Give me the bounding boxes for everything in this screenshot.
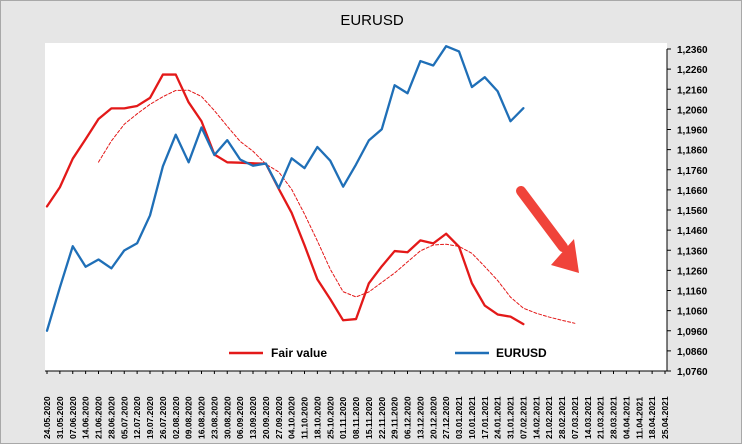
x-tick-label: 12.07.2020 bbox=[132, 396, 142, 439]
x-tick-label: 21.03.2021 bbox=[596, 396, 606, 439]
x-tick-label: 13.09.2020 bbox=[248, 396, 258, 439]
x-tick-label: 06.09.2020 bbox=[235, 396, 245, 439]
x-tick-label: 20.09.2020 bbox=[261, 396, 271, 439]
y-tick-label: 1,1960 bbox=[677, 126, 708, 137]
legend-label-fair-value: Fair value bbox=[271, 346, 327, 360]
x-tick-label: 30.08.2020 bbox=[222, 396, 232, 439]
y-tick-label: 1,0760 bbox=[677, 367, 708, 378]
x-tick-label: 15.11.2020 bbox=[364, 397, 374, 439]
x-tick-label: 11.10.2020 bbox=[300, 397, 310, 439]
x-tick-label: 25.10.2020 bbox=[325, 396, 335, 439]
x-tick-label: 04.10.2020 bbox=[287, 396, 297, 439]
y-tick-label: 1,2260 bbox=[677, 65, 708, 76]
x-tick-label: 03.01.2021 bbox=[454, 396, 464, 439]
x-tick-label: 31.05.2020 bbox=[55, 396, 65, 439]
x-tick-label: 16.08.2020 bbox=[197, 396, 207, 439]
legend: Fair value EURUSD bbox=[229, 346, 547, 360]
x-tick-label: 17.01.2021 bbox=[480, 396, 490, 439]
x-tick-label: 11.04.2021 bbox=[634, 397, 644, 439]
x-tick-label: 14.06.2020 bbox=[81, 396, 91, 439]
x-tick-label: 18.04.2021 bbox=[647, 396, 657, 439]
x-tick-label: 07.06.2020 bbox=[68, 396, 78, 439]
x-tick-label: 20.12.2020 bbox=[428, 396, 438, 439]
x-tick-label: 13.12.2020 bbox=[415, 396, 425, 439]
x-tick-label: 28.06.2020 bbox=[106, 396, 116, 439]
y-tick-label: 1,1760 bbox=[677, 166, 708, 177]
x-tick-label: 23.08.2020 bbox=[209, 396, 219, 439]
chart-title: EURUSD bbox=[340, 12, 404, 29]
x-tick-label: 24.05.2020 bbox=[42, 396, 52, 439]
series-layer bbox=[45, 45, 576, 332]
y-tick-label: 1,1660 bbox=[677, 186, 708, 197]
y-tick-label: 1,1460 bbox=[677, 226, 708, 237]
x-tick-label: 09.08.2020 bbox=[184, 396, 194, 439]
y-tick-label: 1,2060 bbox=[677, 105, 708, 116]
x-tick-label: 28.03.2021 bbox=[609, 396, 619, 439]
y-tick-label: 1,2360 bbox=[677, 45, 708, 56]
x-tick-label: 07.03.2021 bbox=[570, 396, 580, 439]
y-tick-label: 1,0860 bbox=[677, 347, 708, 358]
x-tick-label: 28.02.2021 bbox=[557, 396, 567, 439]
x-tick-label: 19.07.2020 bbox=[145, 396, 155, 439]
y-tick-label: 1,2160 bbox=[677, 85, 708, 96]
x-tick-label: 07.02.2021 bbox=[518, 396, 528, 439]
y-tick-label: 1,1560 bbox=[677, 206, 708, 217]
x-tick-label: 02.08.2020 bbox=[171, 396, 181, 439]
y-tick-label: 1,1260 bbox=[677, 266, 708, 277]
plot-area bbox=[45, 43, 667, 371]
x-tick-label: 31.01.2021 bbox=[506, 396, 516, 439]
series-line-fair-value-trend bbox=[98, 89, 576, 324]
x-tick-label: 27.12.2020 bbox=[441, 396, 451, 439]
x-tick-label: 04.04.2021 bbox=[621, 396, 631, 439]
x-tick-label: 29.11.2020 bbox=[390, 397, 400, 439]
y-tick-label: 1,0960 bbox=[677, 327, 708, 338]
x-tick-label: 06.12.2020 bbox=[403, 396, 413, 439]
down-arrow-icon bbox=[516, 186, 579, 273]
x-tick-label: 05.07.2020 bbox=[119, 396, 129, 439]
x-tick-label: 24.01.2021 bbox=[493, 396, 503, 439]
x-tick-label: 10.01.2021 bbox=[467, 396, 477, 439]
series-line-fair-value bbox=[45, 73, 525, 326]
x-tick-label: 21.02.2021 bbox=[544, 396, 554, 439]
y-tick-label: 1,1860 bbox=[677, 146, 708, 157]
x-axis: 24.05.2020 31.05.2020 07.06.2020 14.06.2020… bbox=[42, 370, 670, 439]
y-tick-label: 1,1060 bbox=[677, 307, 708, 318]
y-axis: 1,2360 1,2260 1,2160 1,2060 1,1960 1,1860 1,17… bbox=[666, 45, 708, 378]
y-tick-label: 1,1160 bbox=[677, 287, 707, 298]
x-tick-label: 08.11.2020 bbox=[351, 397, 361, 439]
x-tick-label: 18.10.2020 bbox=[312, 396, 322, 439]
x-tick-label: 22.11.2020 bbox=[377, 397, 387, 439]
x-tick-label: 26.07.2020 bbox=[158, 396, 168, 439]
x-tick-label: 14.02.2021 bbox=[531, 396, 541, 439]
y-tick-label: 1,1360 bbox=[677, 246, 708, 257]
series-line-eurusd bbox=[45, 45, 525, 332]
legend-label-eurusd: EURUSD bbox=[496, 346, 547, 360]
x-tick-label: 21.06.2020 bbox=[94, 396, 104, 439]
x-tick-label: 01.11.2020 bbox=[338, 397, 348, 439]
x-tick-label: 14.03.2021 bbox=[583, 396, 593, 439]
x-tick-label: 27.09.2020 bbox=[274, 396, 284, 439]
x-tick-label: 25.04.2021 bbox=[660, 396, 670, 439]
